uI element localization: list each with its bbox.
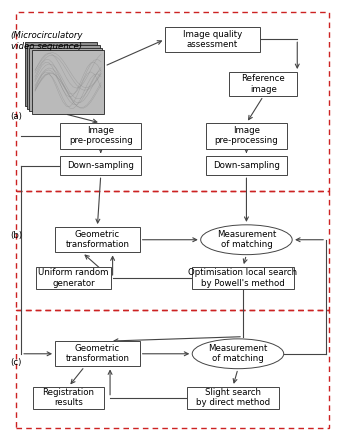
FancyBboxPatch shape — [36, 267, 111, 289]
Text: (b): (b) — [10, 231, 22, 240]
Ellipse shape — [192, 339, 284, 369]
FancyBboxPatch shape — [206, 156, 287, 175]
Text: Reference
image: Reference image — [241, 74, 285, 94]
FancyBboxPatch shape — [60, 123, 141, 149]
Ellipse shape — [201, 225, 292, 255]
FancyBboxPatch shape — [55, 341, 140, 367]
Text: (a): (a) — [10, 113, 22, 121]
Text: Slight search
by direct method: Slight search by direct method — [196, 388, 270, 407]
Text: Optimisation local search
by Powell's method: Optimisation local search by Powell's me… — [188, 268, 298, 288]
Text: Down-sampling: Down-sampling — [67, 161, 134, 170]
Text: Uniform random
generator: Uniform random generator — [38, 268, 109, 288]
FancyBboxPatch shape — [187, 387, 279, 409]
Text: Image
pre-processing: Image pre-processing — [69, 126, 133, 146]
FancyBboxPatch shape — [165, 26, 260, 52]
FancyBboxPatch shape — [33, 387, 104, 409]
Text: Registration
results: Registration results — [42, 388, 94, 407]
Text: Image quality
assessment: Image quality assessment — [183, 29, 242, 49]
Text: Measurement
of matching: Measurement of matching — [217, 230, 276, 249]
FancyBboxPatch shape — [229, 72, 297, 96]
Text: Down-sampling: Down-sampling — [213, 161, 280, 170]
FancyBboxPatch shape — [31, 50, 104, 114]
Text: Image
pre-processing: Image pre-processing — [214, 126, 278, 146]
Text: Geometric
transformation: Geometric transformation — [65, 230, 129, 249]
FancyBboxPatch shape — [25, 42, 97, 106]
FancyBboxPatch shape — [206, 123, 287, 149]
FancyBboxPatch shape — [27, 45, 100, 109]
Text: Measurement
of matching: Measurement of matching — [208, 344, 268, 363]
Text: Geometric
transformation: Geometric transformation — [65, 344, 129, 363]
FancyBboxPatch shape — [29, 48, 102, 111]
FancyBboxPatch shape — [192, 267, 294, 289]
FancyBboxPatch shape — [55, 227, 140, 253]
Text: (c): (c) — [10, 358, 21, 367]
Text: (Microcirculatory
video sequence): (Microcirculatory video sequence) — [10, 31, 83, 51]
FancyBboxPatch shape — [60, 156, 141, 175]
